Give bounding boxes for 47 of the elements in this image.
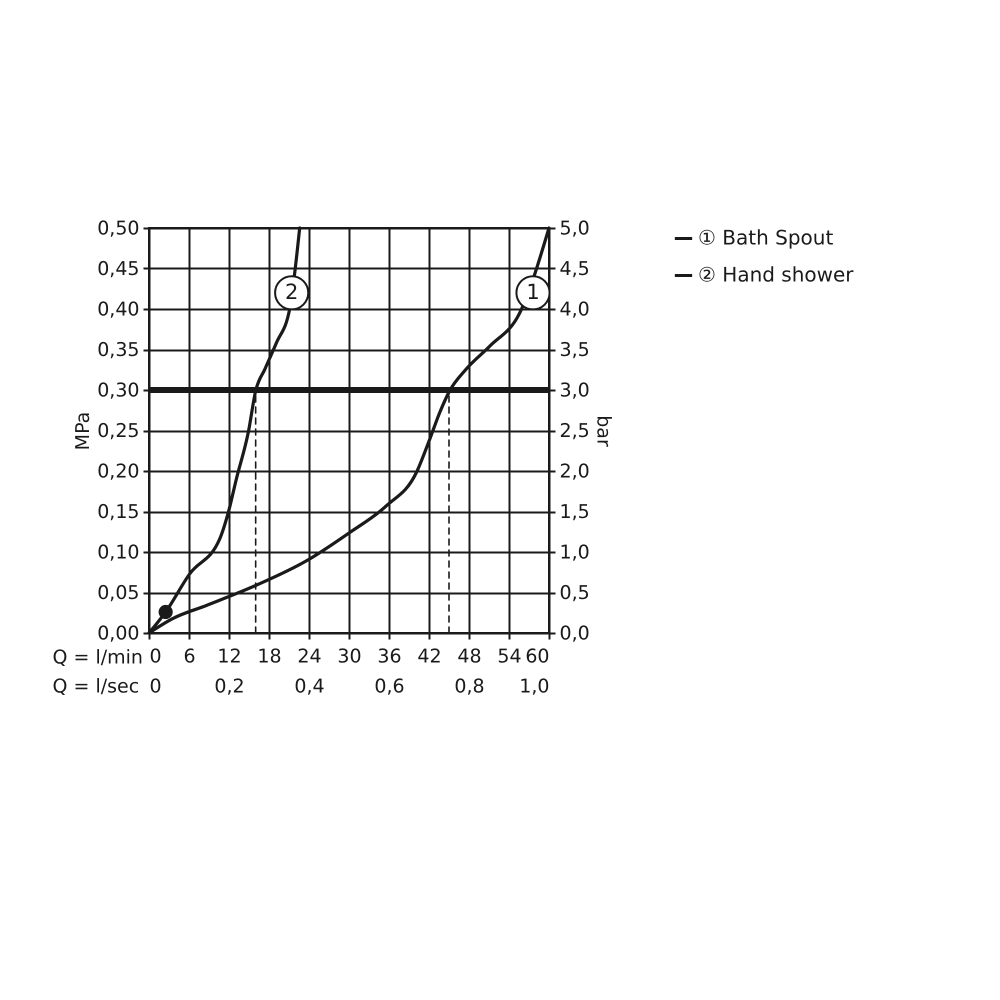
y-tick-label: 0,20	[97, 460, 140, 482]
y2-tick-label: 2,5	[560, 420, 590, 442]
x-tick-label: 12	[217, 646, 242, 668]
legend-label: ② Hand shower	[698, 262, 854, 286]
x2-tick-label: 1,0	[519, 676, 550, 698]
x-tick-label: 60	[525, 646, 550, 668]
x2-tick-label: 0,2	[214, 676, 245, 698]
y-tick-label: 0,10	[97, 542, 140, 564]
y-tick-label: 0,15	[97, 501, 140, 523]
y-tick-label: 0,45	[97, 258, 140, 280]
x-tick-label: 6	[183, 646, 196, 668]
y2-tick-label: 3,0	[560, 380, 590, 402]
x2-tick-label: 0	[150, 676, 162, 698]
y2-tick-label: 1,0	[560, 542, 590, 564]
y2-tick-label: 4,5	[560, 258, 590, 280]
annotation: 2	[284, 280, 298, 304]
y2-tick-label: 3,5	[560, 339, 590, 361]
y2-axis-title: bar	[592, 415, 615, 447]
x-tick-label: 42	[417, 646, 442, 668]
y-tick-label: 0,50	[97, 218, 140, 240]
x2-tick-label: 0,6	[374, 676, 405, 698]
y-tick-label: 0,30	[97, 380, 140, 402]
y2-tick-label: 5,0	[560, 218, 590, 240]
x-tick-label: 0	[150, 646, 162, 668]
x2-tick-label: 0,8	[454, 676, 485, 698]
x-tick-label: 18	[257, 646, 282, 668]
y2-tick-label: 0,0	[560, 622, 590, 644]
x-tick-label: 54	[497, 646, 522, 668]
x-tick-label: 30	[337, 646, 362, 668]
x2-axis-title: Q = l/sec	[52, 676, 140, 698]
y-tick-label: 0,00	[97, 622, 140, 644]
y2-tick-label: 0,5	[560, 582, 590, 604]
x-axis-title: Q = l/min	[52, 646, 143, 668]
x-tick-label: 36	[377, 646, 402, 668]
x-tick-label: 48	[457, 646, 482, 668]
x2-tick-label: 0,4	[294, 676, 325, 698]
y2-tick-label: 4,0	[560, 298, 590, 320]
y-tick-label: 0,40	[97, 298, 140, 320]
y2-tick-label: 2,0	[560, 460, 590, 482]
y-tick-label: 0,25	[97, 420, 140, 442]
legend-label: ① Bath Spout	[698, 226, 834, 250]
x-tick-label: 24	[297, 646, 322, 668]
y-axis-title: MPa	[72, 412, 94, 450]
y2-tick-label: 1,5	[560, 501, 590, 523]
annotation: 1	[526, 280, 540, 304]
y-tick-label: 0,05	[97, 582, 140, 604]
y-tick-label: 0,35	[97, 339, 140, 361]
